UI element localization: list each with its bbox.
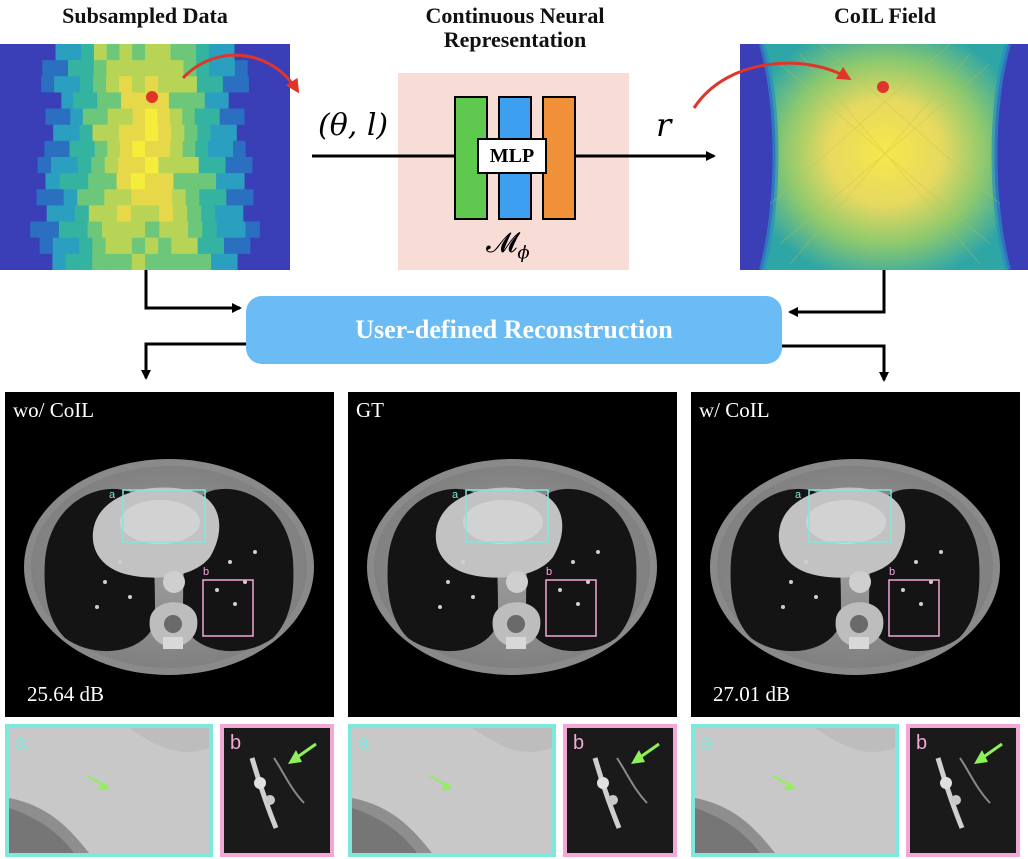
zoom-a-w-coil: a bbox=[691, 724, 899, 857]
cnr-title-line1: Continuous Neural bbox=[425, 3, 605, 28]
roi-a-box bbox=[465, 489, 549, 543]
roi-a-box bbox=[808, 489, 892, 543]
roi-b-label: b bbox=[203, 566, 209, 578]
ct-slice-image: ab bbox=[24, 459, 314, 675]
roi-b-label: b bbox=[546, 566, 552, 578]
roi-a-label: a bbox=[109, 489, 116, 501]
psnr-value: 27.01 dB bbox=[713, 682, 791, 706]
zoom-b-w-coil: b bbox=[906, 724, 1020, 857]
mlp-label-box: MLP bbox=[477, 138, 547, 174]
zoom-a-image bbox=[9, 728, 209, 853]
output-value-label: r bbox=[656, 106, 672, 144]
query-point-dot bbox=[877, 81, 889, 93]
panel-label: wo/ CoIL bbox=[13, 398, 95, 422]
zoom-b-letter: b bbox=[573, 732, 585, 754]
model-symbol: 𝓜ϕ bbox=[486, 226, 530, 264]
roi-a-box bbox=[122, 489, 206, 543]
coil-field-image bbox=[740, 44, 1028, 270]
sample-point-dot bbox=[146, 91, 158, 103]
user-defined-reconstruction-box: User-defined Reconstruction bbox=[246, 296, 782, 364]
zoom-b-letter: b bbox=[916, 732, 928, 754]
sample-pointer-arrow bbox=[181, 53, 300, 94]
model-symbol-main: 𝓜 bbox=[486, 226, 518, 259]
roi-b-box bbox=[202, 579, 254, 637]
zoom-a-gt: a bbox=[348, 724, 556, 857]
ct-slice-image: ab bbox=[710, 459, 1000, 675]
zoom-b-arrow bbox=[295, 742, 317, 760]
cnr-title: Continuous Neural Representation bbox=[360, 4, 670, 52]
zoom-a-wo-coil: a bbox=[5, 724, 213, 857]
zoom-b-letter: b bbox=[230, 732, 242, 754]
panel-label: GT bbox=[356, 398, 384, 422]
zoom-b-image bbox=[567, 728, 673, 853]
zoom-b-arrow bbox=[981, 742, 1003, 760]
flow-arrows bbox=[141, 270, 889, 382]
cnr-title-line2: Representation bbox=[443, 27, 587, 52]
subsampled-data-title: Subsampled Data bbox=[62, 3, 228, 28]
input-coordinates-label: (θ, l) bbox=[318, 108, 389, 143]
zoom-b-arrow bbox=[638, 742, 660, 760]
psnr-value: 25.64 dB bbox=[27, 682, 105, 706]
zoom-a-image bbox=[352, 728, 552, 853]
zoom-a-image bbox=[695, 728, 895, 853]
roi-b-box bbox=[545, 579, 597, 637]
roi-a-label: a bbox=[795, 489, 802, 501]
zoom-a-letter: a bbox=[358, 732, 370, 754]
zoom-b-image bbox=[224, 728, 330, 853]
zoom-a-letter: a bbox=[15, 732, 27, 754]
output-pointer-arrow bbox=[692, 61, 852, 109]
roi-b-box bbox=[888, 579, 940, 637]
zoom-b-image bbox=[910, 728, 1016, 853]
roi-a-label: a bbox=[452, 489, 459, 501]
subsampled-sinogram-image bbox=[0, 44, 290, 270]
zoom-b-gt: b bbox=[563, 724, 677, 857]
roi-b-label: b bbox=[889, 566, 895, 578]
ct-slice-image: ab bbox=[367, 459, 657, 675]
coil-field-title: CoIL Field bbox=[833, 3, 937, 28]
zoom-a-letter: a bbox=[701, 732, 713, 754]
zoom-b-wo-coil: b bbox=[220, 724, 334, 857]
mlp-layer-3 bbox=[542, 96, 576, 220]
panel-label: w/ CoIL bbox=[699, 398, 770, 422]
model-symbol-subscript: ϕ bbox=[517, 242, 530, 264]
